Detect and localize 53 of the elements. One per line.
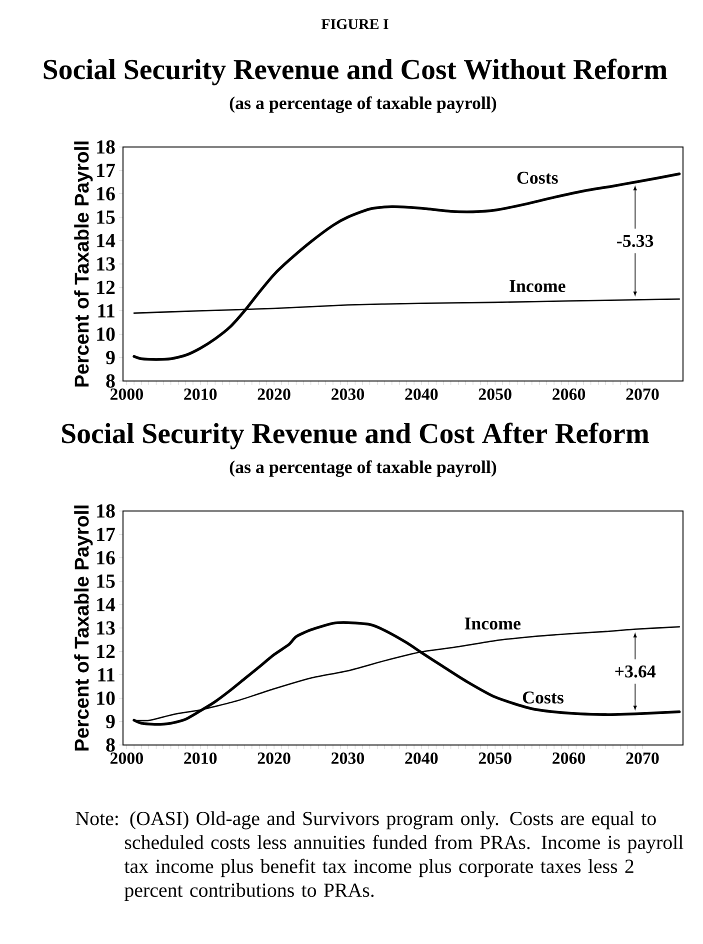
chart-title: Social Security Revenue and Cost Without Reform [44,58,668,86]
x-tick-label: 2000 [110,752,143,764]
y-tick-label: 10 [97,327,115,341]
x-tick-label: 2060 [552,752,586,764]
y-tick-label: 16 [97,187,115,200]
text: FIGURE I [321,19,388,30]
line-series [132,172,681,361]
y-tick-label: 9 [106,350,115,364]
x-tick-label: 2040 [405,388,438,400]
y-tick-label: 10 [97,691,115,705]
y-tick-label: 14 [97,234,116,248]
x-tick-label: 2030 [332,752,364,764]
text: Note: (OASI) Old-age and Survivors program only. Costs are equal to scheduled costs less annuities funded from PRAs. Income is payroll tax income plus benefit tax income plus corporate taxes less 2 percent contributions to PRAs. [76,811,684,901]
x-tick-label: 2020 [258,388,290,400]
x-tick-label: 2040 [405,752,438,764]
y-tick-label: 11 [98,304,114,318]
y-tick-label: 12 [97,644,115,658]
y-axis-title: Percent of Taxable Payroll [74,142,93,387]
y-tick-label: 12 [97,280,115,294]
chart-subtitle: (as a percentage of taxable payroll) [230,460,496,477]
x-tick-label: 2060 [552,388,586,400]
series-label: Income [464,618,521,630]
y-tick-label: 13 [97,257,115,271]
x-tick-label: 2070 [626,388,659,400]
chart-subtitle: (as a percentage of taxable payroll) [230,96,496,113]
y-tick-label: 15 [97,210,115,224]
y-tick-label: 13 [97,621,115,635]
y-tick-label: 18 [97,140,115,154]
x-tick-label: 2010 [184,752,217,764]
y-tick-label: 8 [106,738,115,752]
series-label: Income [510,280,566,292]
y-tick-label: 8 [106,374,115,388]
x-tick-label: 2030 [332,388,364,400]
x-tick-label: 2070 [626,752,659,764]
y-tick-label: 11 [98,668,114,682]
y-axis-title: Percent of Taxable Payroll [74,506,93,751]
series-label: Costs [522,692,564,704]
y-tick-label: 15 [97,574,115,588]
series-label: Costs [517,172,558,184]
y-tick-label: 9 [106,714,115,728]
chart-title: Social Security Revenue and Cost After Reform [62,422,649,450]
y-tick-label: 17 [97,528,115,541]
x-tick-label: 2050 [478,388,512,400]
x-tick-label: 2050 [478,752,512,764]
annotation: -5.33 [617,234,654,247]
x-tick-label: 2020 [258,752,290,764]
x-tick-label: 2010 [184,388,217,400]
y-tick-label: 16 [97,551,115,564]
y-tick-label: 17 [97,164,115,177]
y-tick-label: 18 [97,504,115,518]
annotation: +3.64 [615,665,656,678]
x-tick-label: 2000 [110,388,143,400]
y-tick-label: 14 [97,598,116,612]
